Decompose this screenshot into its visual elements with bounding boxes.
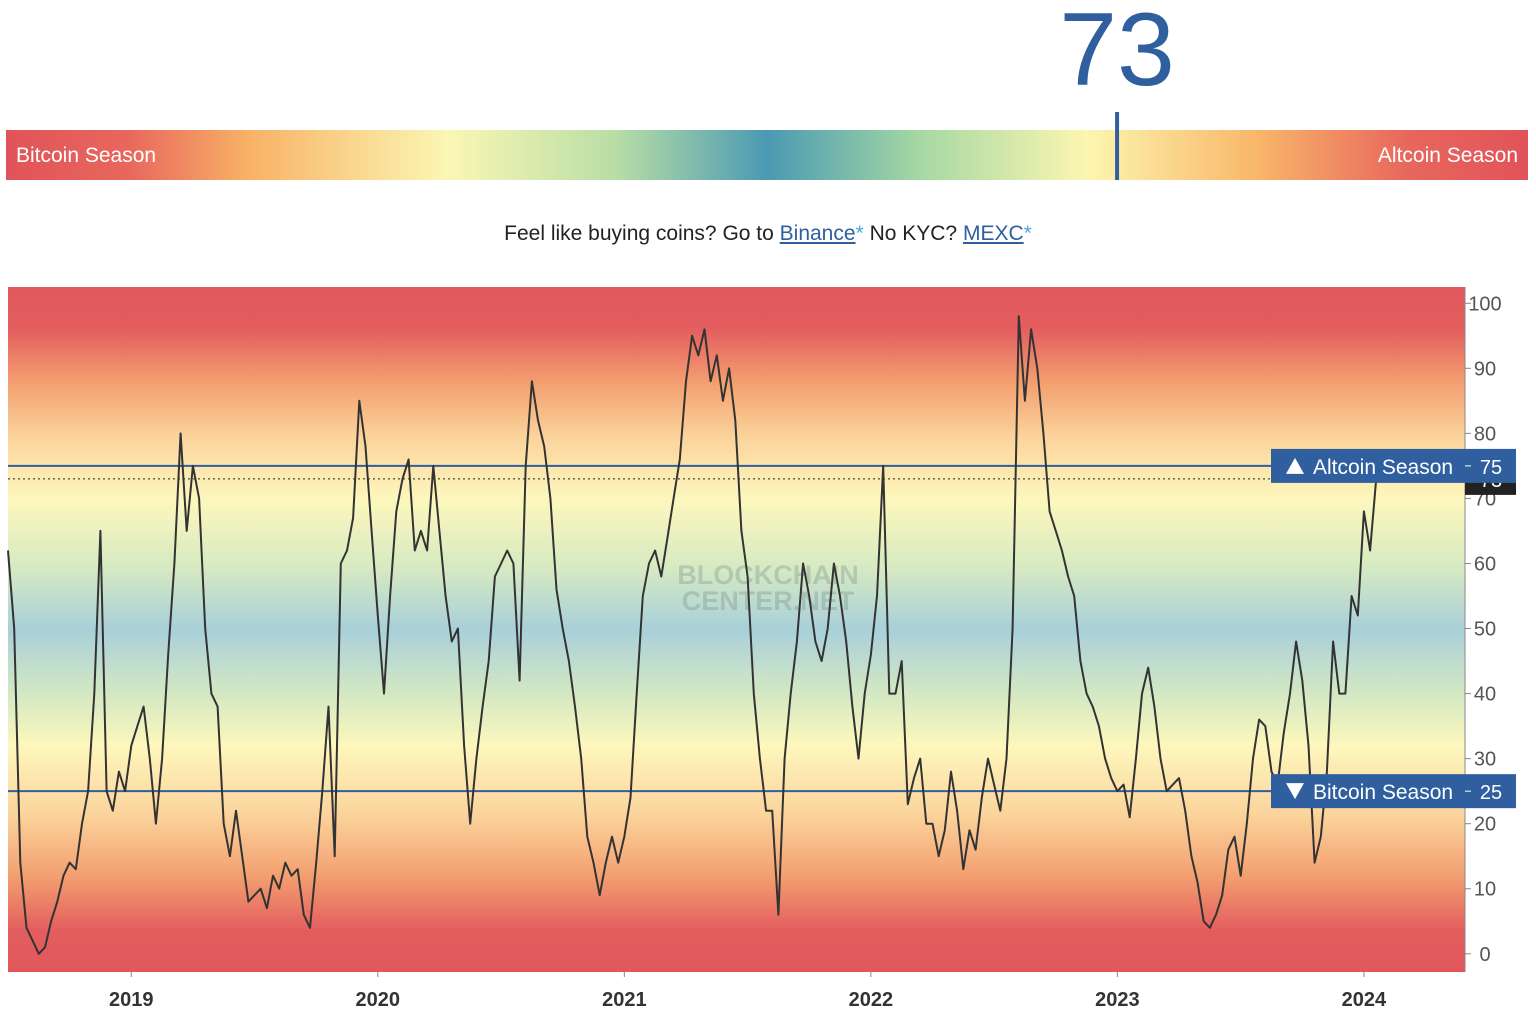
y-tick-label: 40 xyxy=(1474,684,1496,706)
x-tick-label: 2020 xyxy=(356,989,401,1011)
reference-label-box xyxy=(1271,774,1516,809)
asterisk: * xyxy=(1023,222,1032,245)
promo: Feel like buying coins? Go to Binance* N… xyxy=(0,222,1536,246)
reference-label-box xyxy=(1271,448,1516,483)
y-tick-label: 80 xyxy=(1474,423,1496,445)
gauge-left-label: Bitcoin Season xyxy=(16,144,156,167)
gauge-bar xyxy=(6,130,1528,180)
x-tick-label: 2022 xyxy=(849,989,894,1011)
gauge-right-label: Altcoin Season xyxy=(1378,144,1518,167)
series-line xyxy=(7,315,1378,955)
promo-text: Feel like buying coins? Go to xyxy=(504,222,774,245)
y-tick-label: 100 xyxy=(1468,293,1501,315)
plot-background xyxy=(8,287,1465,972)
reference-label: Altcoin Season xyxy=(1313,456,1453,479)
index-value: 73 xyxy=(1059,0,1175,108)
reference-label: Bitcoin Season xyxy=(1313,781,1453,804)
binance-link[interactable]: Binance xyxy=(779,222,856,245)
y-tick-label: 90 xyxy=(1474,358,1496,380)
promo-text: No KYC? xyxy=(869,222,958,245)
reference-value: 25 xyxy=(1480,782,1502,804)
y-tick-label: 0 xyxy=(1479,944,1490,966)
x-tick-label: 2021 xyxy=(602,989,647,1011)
y-tick-label: 10 xyxy=(1474,879,1496,901)
y-tick-label: 60 xyxy=(1474,553,1496,575)
asterisk: * xyxy=(855,222,864,245)
y-tick-label: 20 xyxy=(1474,814,1496,836)
x-tick-label: 2019 xyxy=(109,989,154,1011)
reference-value: 75 xyxy=(1480,457,1502,479)
direction-triangle xyxy=(1286,457,1304,474)
x-tick-label: 2023 xyxy=(1095,989,1140,1011)
watermark: BLOCKCHAIN xyxy=(677,560,859,590)
watermark: CENTER.NET xyxy=(682,586,855,616)
x-tick-label: 2024 xyxy=(1342,989,1387,1011)
y-tick-label: 50 xyxy=(1474,619,1496,641)
y-tick-label: 30 xyxy=(1474,749,1496,771)
mexc-link[interactable]: MEXC xyxy=(962,222,1024,245)
direction-triangle xyxy=(1286,783,1304,800)
